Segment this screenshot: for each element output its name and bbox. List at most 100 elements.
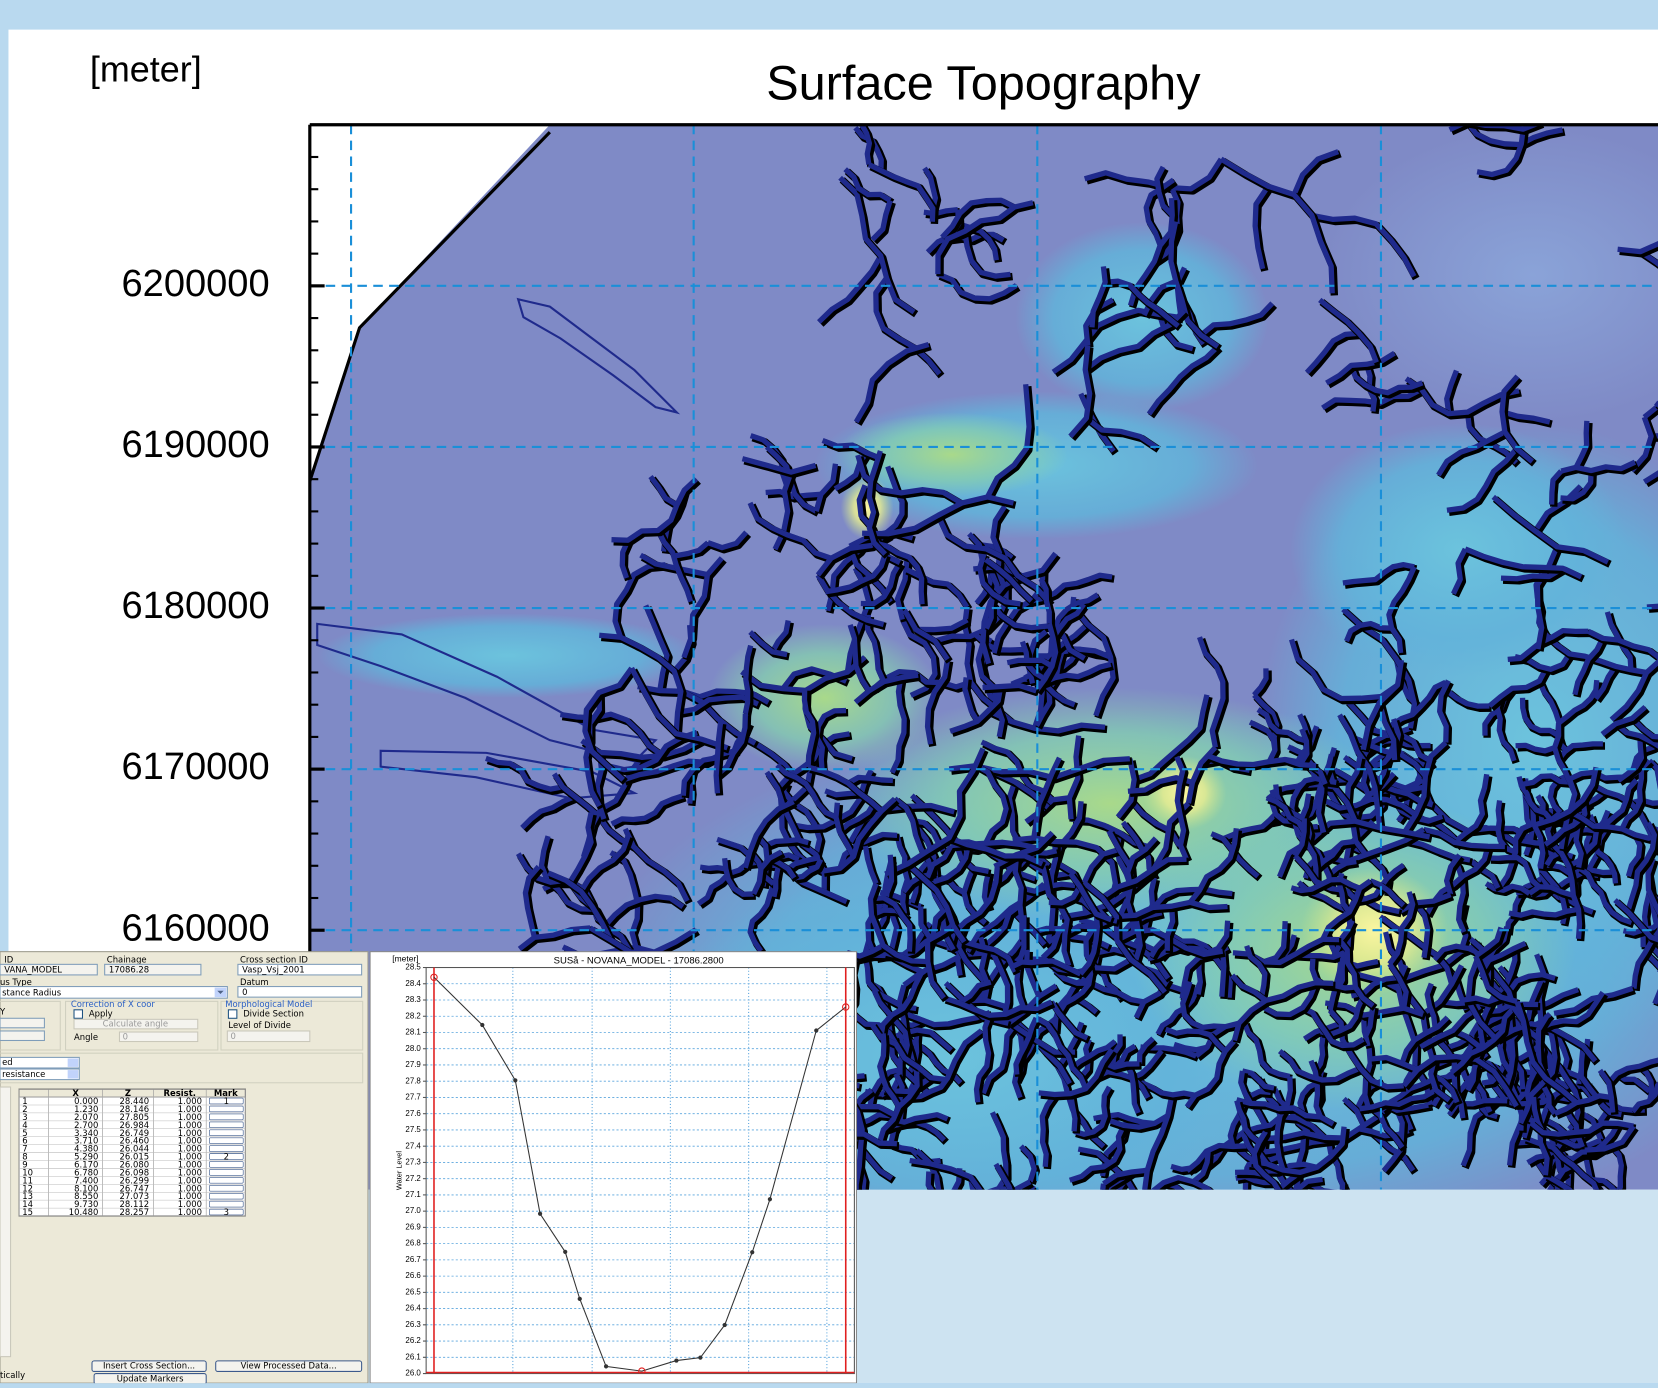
checkbox-label: Divide Section — [243, 1009, 304, 1019]
cell: 10.480 — [69, 1207, 99, 1217]
y-tick-label: 27.3 — [405, 1158, 421, 1167]
profile-point — [604, 1365, 607, 1368]
y-tick-label: 26.1 — [405, 1352, 421, 1361]
mark-cell — [209, 1162, 243, 1168]
profile-point — [699, 1356, 702, 1359]
checkbox-label: Apply — [89, 1009, 113, 1019]
y-tick-label: 26.6 — [405, 1271, 421, 1280]
group-label: Y — [0, 1006, 6, 1016]
workspace: [meter] Surface Topography — [0, 0, 1658, 1383]
profile-point — [481, 1023, 484, 1026]
y-tick-label: 26.0 — [405, 1369, 421, 1378]
button-label: View Processed Data... — [241, 1361, 337, 1371]
y-tick-label: 27.9 — [405, 1060, 421, 1069]
profile-point — [723, 1323, 726, 1326]
field-value: VANA_MODEL — [4, 965, 62, 975]
y-axis-label: [meter] — [90, 48, 202, 89]
text-field[interactable] — [238, 987, 362, 998]
checkbox[interactable] — [74, 1010, 82, 1018]
y-tick-label: 28.4 — [405, 979, 421, 988]
mark-value: 2 — [224, 1152, 229, 1162]
field-label: ID — [4, 955, 13, 965]
y-tick-label: 27.7 — [405, 1093, 420, 1102]
field-value: Vasp_Vsj_2001 — [242, 965, 304, 975]
y-tick-label: 27.5 — [405, 1125, 421, 1134]
y-tick-label: 6180000 — [122, 585, 270, 627]
y-tick-label: 26.5 — [405, 1287, 421, 1296]
profile-point — [675, 1359, 678, 1362]
y-tick-label: 27.0 — [405, 1206, 421, 1215]
y-tick-label: 6170000 — [122, 746, 270, 788]
profile-point — [751, 1251, 754, 1254]
group-title: Morphological Model — [225, 999, 312, 1009]
chart-title: SUSå - NOVANA_MODEL - 17086.2800 — [554, 956, 724, 967]
mark-cell — [209, 1169, 243, 1175]
field-label: Datum — [240, 977, 269, 987]
field-value: stance Radius — [2, 987, 61, 997]
mark-cell — [209, 1122, 243, 1128]
field-label: Cross section ID — [240, 955, 308, 965]
chart-title: Surface Topography — [766, 57, 1201, 111]
y-tick-label: 26.7 — [405, 1255, 420, 1264]
mark-cell — [209, 1193, 243, 1199]
y-tick-label: 26.2 — [405, 1336, 420, 1345]
mark-cell — [209, 1138, 243, 1144]
mark-cell — [209, 1130, 243, 1136]
status-text: tically — [0, 1370, 25, 1380]
y-axis-title: Water Level — [395, 1151, 404, 1191]
cell: 1.000 — [178, 1207, 202, 1217]
field-label: Level of Divide — [228, 1020, 290, 1030]
y-tick-label: 28.0 — [405, 1044, 421, 1053]
dropdown-value: ed — [2, 1057, 13, 1067]
y-tick-label: 27.2 — [405, 1174, 420, 1183]
cross-section-chart: SUSå - NOVANA_MODEL - 17086.2800 [meter]… — [370, 952, 856, 1383]
y-tick-label: 26.9 — [405, 1222, 421, 1231]
y-tick-label: 6190000 — [122, 424, 270, 466]
mark-cell — [209, 1106, 243, 1112]
text-field[interactable] — [227, 1031, 309, 1042]
dropdown-arrow — [68, 1058, 79, 1066]
y-tick-label: 28.2 — [405, 1011, 420, 1020]
field-label: Chainage — [107, 955, 147, 965]
profile-point — [514, 1079, 517, 1082]
y-tick-label: 27.6 — [405, 1109, 421, 1118]
text-field[interactable] — [0, 1031, 44, 1041]
checkbox[interactable] — [228, 1010, 236, 1018]
river — [700, 867, 726, 869]
text-field[interactable] — [0, 1018, 44, 1028]
field-label: Angle — [74, 1032, 98, 1042]
screenshot: [meter] Surface Topography — [0, 0, 1658, 1383]
field-value: 17086.28 — [109, 965, 149, 975]
field-value: 0 — [231, 1031, 236, 1041]
y-tick-label: 6200000 — [122, 263, 270, 305]
profile-point — [564, 1250, 567, 1253]
button-label: Insert Cross Section... — [103, 1361, 195, 1371]
text-field[interactable] — [119, 1032, 197, 1042]
field-value: 0 — [242, 987, 247, 997]
profile-point — [815, 1029, 818, 1032]
row-number: 15 — [22, 1207, 33, 1217]
button-label: Update Markers — [117, 1373, 184, 1383]
group-title: Correction of X coor — [71, 999, 156, 1009]
y-tick-label: 28.5 — [405, 963, 421, 972]
mark-cell — [209, 1177, 243, 1183]
y-tick-label: 26.4 — [405, 1304, 421, 1313]
mark-value: 3 — [224, 1207, 229, 1217]
scrollbar[interactable] — [0, 1087, 11, 1357]
field-value: 0 — [123, 1031, 128, 1041]
dropdown-arrow — [68, 1070, 79, 1078]
profile-point — [578, 1297, 581, 1300]
cross-section-dialog: ID VANA_MODEL Chainage 17086.28 Cross se… — [0, 952, 368, 1383]
dropdown-value: resistance — [2, 1069, 45, 1079]
y-tick-label: 27.4 — [405, 1141, 421, 1150]
river — [1222, 951, 1224, 997]
mark-value: 1 — [224, 1096, 229, 1106]
field-label: us Type — [0, 977, 32, 987]
mark-cell — [209, 1185, 243, 1191]
profile-point — [538, 1212, 541, 1215]
y-tick-label: 28.1 — [405, 1028, 421, 1037]
profile-point — [768, 1198, 771, 1201]
y-tick-label: 27.8 — [405, 1076, 421, 1085]
mark-cell — [209, 1114, 243, 1120]
